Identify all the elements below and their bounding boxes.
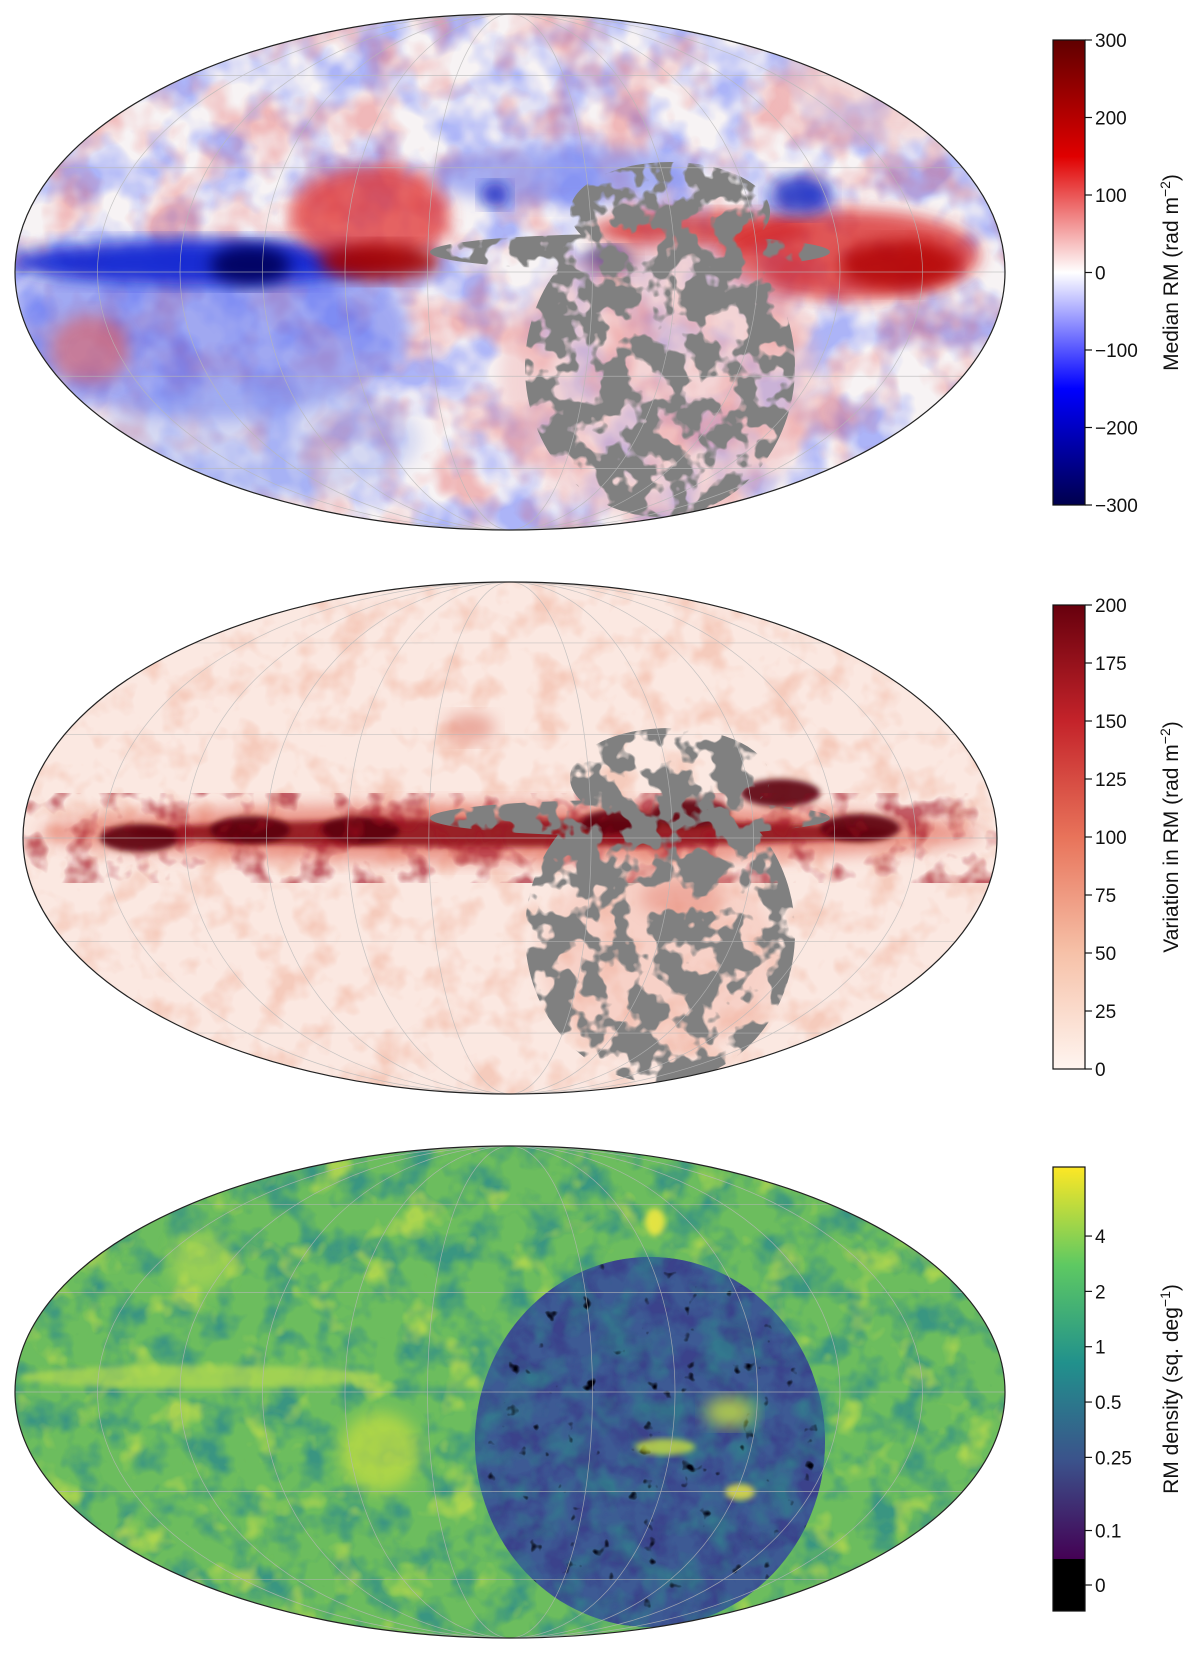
colorbar-tick-label: 0.1 xyxy=(1095,1522,1121,1543)
colorbar-tick-label: 0.5 xyxy=(1095,1393,1121,1414)
colorbar-tick-label: −200 xyxy=(1095,419,1138,440)
colorbar-tick-label: −100 xyxy=(1095,341,1138,362)
colorbar-label: Variation in RM (rad m−2) xyxy=(1157,721,1183,952)
map-outline xyxy=(14,13,1006,531)
colorbar-tick-label: 2 xyxy=(1095,1282,1106,1303)
colorbar-tick-label: −300 xyxy=(1095,496,1138,517)
colorbar-tick-label: 1 xyxy=(1095,1338,1106,1359)
colorbar-tick-label: 200 xyxy=(1095,596,1127,617)
colorbar-tick-label: 100 xyxy=(1095,186,1127,207)
colorbar-label: Median RM (rad m−2) xyxy=(1157,174,1183,371)
colorbar-tick-label: 175 xyxy=(1095,654,1127,675)
sky-map xyxy=(23,582,997,1094)
colorbar-tick-label: 25 xyxy=(1095,1002,1116,1023)
graticule xyxy=(15,1146,1005,1638)
median-rm-map-panel: 300 200 100 0 −100 −200 −300 Median RM (rad m−2… xyxy=(14,13,1183,531)
colorbar-tick-label: 50 xyxy=(1095,944,1116,965)
colorbar-tick-label: 4 xyxy=(1095,1227,1106,1248)
graticule xyxy=(23,582,997,1094)
colorbar-tick-label: 150 xyxy=(1095,712,1127,733)
colorbar-zero-segment xyxy=(1053,1559,1085,1611)
colorbar-gradient xyxy=(1053,605,1085,1069)
colorbar-tick-label: 200 xyxy=(1095,109,1127,130)
colorbar-tick-label: 75 xyxy=(1095,886,1116,907)
colorbar-label: RM density (sq. deg−1) xyxy=(1157,1284,1183,1494)
colorbar-tick-label: 0 xyxy=(1095,1576,1106,1597)
colorbar-tick-label: 300 xyxy=(1095,31,1127,52)
colorbar-tick-label: 0 xyxy=(1095,264,1106,285)
colorbar-tick-label: 0.25 xyxy=(1095,1448,1132,1469)
colorbar-tick-label: 0 xyxy=(1095,1060,1106,1081)
rm-density-map-panel: 4 2 1 0.5 0.25 0.1 0 RM density (sq. deg−1) xyxy=(14,1145,1183,1639)
colorbar: 4 2 1 0.5 0.25 0.1 0 RM density (sq. deg−1) xyxy=(1052,1166,1183,1612)
colorbar-frame xyxy=(1052,1166,1086,1612)
sky-map xyxy=(15,14,1005,530)
sky-map xyxy=(15,1146,1005,1638)
colorbar: 300 200 100 0 −100 −200 −300 Median RM (rad m−2… xyxy=(1052,31,1183,517)
map-outline xyxy=(22,581,998,1095)
colorbar: 200 175 150 125 100 75 50 25 0 Variation in RM (r… xyxy=(1052,596,1183,1081)
colorbar-gradient xyxy=(1053,1167,1085,1559)
map-outline xyxy=(14,1145,1006,1639)
graticule xyxy=(15,14,1005,530)
colorbar-tick-label: 100 xyxy=(1095,828,1127,849)
colorbar-tick-label: 125 xyxy=(1095,770,1127,791)
rm-variation-map-panel: 200 175 150 125 100 75 50 25 0 Variation in RM (r… xyxy=(22,581,1183,1095)
colorbar-gradient xyxy=(1053,40,1085,505)
